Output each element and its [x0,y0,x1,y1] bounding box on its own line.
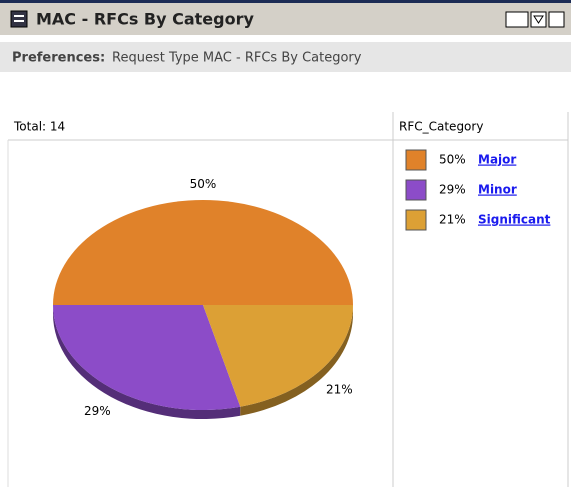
maximize-button[interactable] [548,11,565,28]
legend-swatch [405,209,427,231]
portlet-title: MAC - RFCs By Category [36,10,254,29]
portlet-icon [10,10,28,28]
legend-value: 29% [439,183,466,197]
legend-swatch [405,149,427,171]
legend-value: 50% [439,153,466,167]
legend-link[interactable]: Minor [478,183,517,197]
slice [53,200,353,305]
slice [203,305,353,407]
slice-side [240,305,353,416]
slice-label: 29% [84,404,111,418]
menu-button[interactable] [530,11,547,28]
top-strip [0,0,571,3]
portlet-icon-line [14,15,24,17]
header-bar [0,3,571,35]
menu-arrow [533,15,544,24]
legend-title: RFC_Category [399,120,483,134]
slice-label: 21% [326,383,353,397]
legend-swatch [405,179,427,201]
legend-value: 21% [439,213,466,227]
preferences-bar [0,42,571,72]
total-label: Total: 14 [13,120,65,134]
edit-button[interactable] [505,11,529,28]
slice [53,305,241,410]
legend-link[interactable]: Major [478,153,516,167]
portlet-icon-line [14,20,24,22]
legend-link[interactable]: Significant [478,213,551,227]
preferences-label: Preferences: [12,51,105,66]
preferences-text: Request Type MAC - RFCs By Category [112,51,362,66]
slice-label: 50% [190,177,217,191]
